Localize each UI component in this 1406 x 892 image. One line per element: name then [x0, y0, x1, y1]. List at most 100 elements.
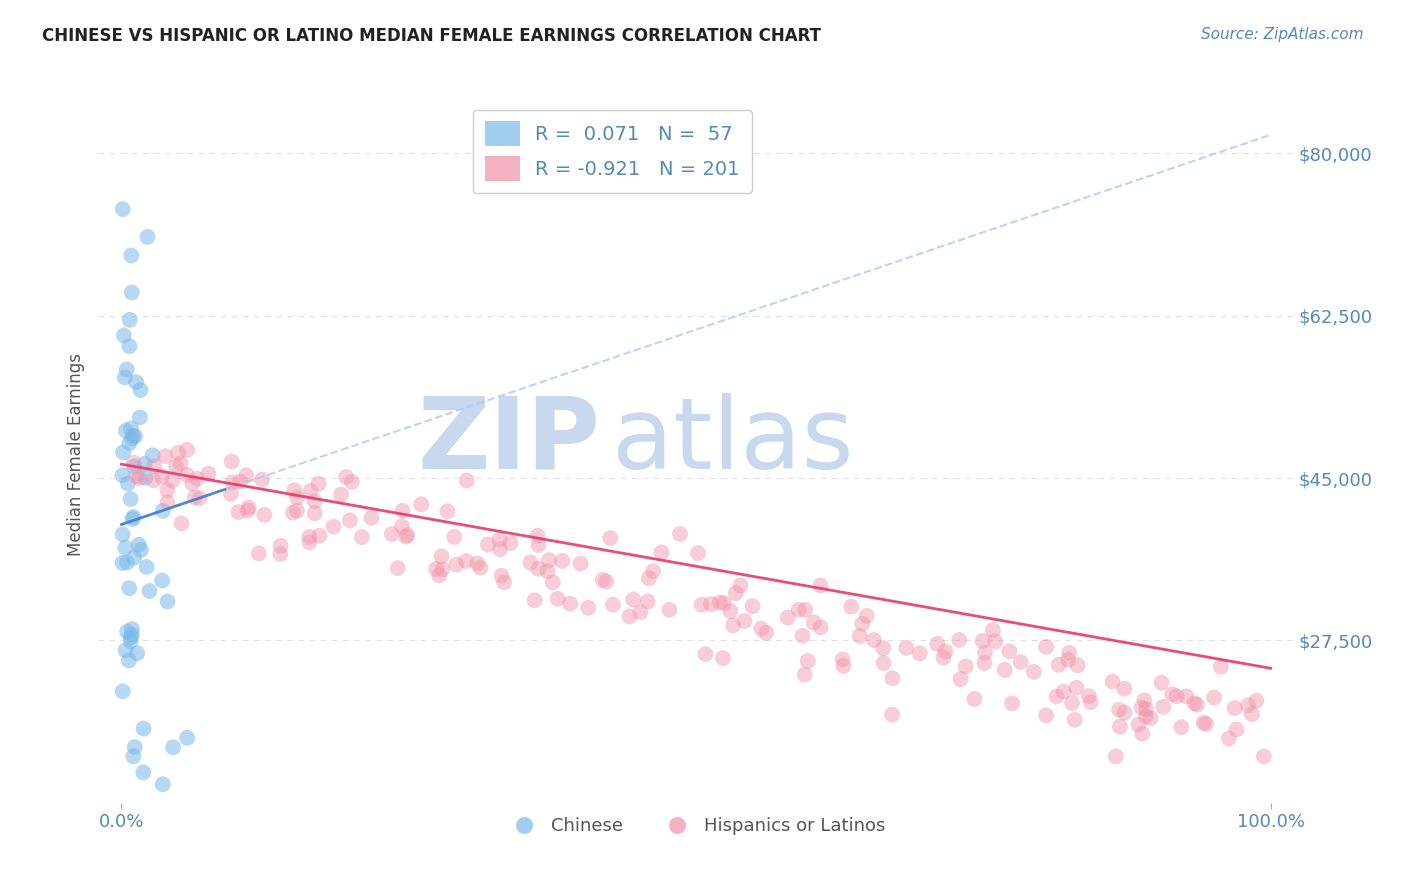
- Point: [602, 598, 624, 612]
- Point: [122, 510, 145, 524]
- Point: [118, 436, 141, 450]
- Point: [411, 497, 433, 511]
- Point: [120, 248, 142, 262]
- Point: [1218, 731, 1240, 746]
- Point: [298, 530, 321, 544]
- Point: [129, 383, 152, 397]
- Point: [981, 623, 1004, 637]
- Point: [1066, 658, 1088, 673]
- Point: [229, 475, 252, 489]
- Point: [181, 476, 204, 491]
- Point: [1202, 690, 1225, 705]
- Point: [115, 362, 138, 376]
- Point: [551, 554, 574, 568]
- Point: [955, 659, 977, 673]
- Point: [121, 622, 143, 636]
- Point: [793, 667, 815, 681]
- Point: [1130, 700, 1153, 714]
- Point: [128, 471, 150, 485]
- Point: [1001, 697, 1024, 711]
- Point: [1080, 695, 1102, 709]
- Point: [477, 538, 499, 552]
- Point: [1130, 726, 1153, 740]
- Point: [810, 620, 832, 634]
- Point: [129, 543, 152, 558]
- Point: [124, 740, 146, 755]
- Point: [138, 584, 160, 599]
- Point: [120, 421, 142, 435]
- Point: [253, 508, 276, 522]
- Point: [686, 546, 709, 560]
- Text: Source: ZipAtlas.com: Source: ZipAtlas.com: [1201, 27, 1364, 42]
- Point: [1114, 681, 1136, 696]
- Point: [1062, 696, 1084, 710]
- Point: [658, 603, 681, 617]
- Point: [1133, 693, 1156, 707]
- Point: [733, 614, 755, 628]
- Point: [308, 529, 330, 543]
- Point: [832, 659, 855, 673]
- Point: [456, 474, 478, 488]
- Point: [170, 516, 193, 531]
- Point: [934, 644, 956, 658]
- Point: [1045, 690, 1067, 704]
- Point: [136, 230, 159, 244]
- Point: [124, 429, 146, 443]
- Point: [851, 616, 873, 631]
- Point: [494, 575, 516, 590]
- Point: [335, 470, 357, 484]
- Point: [1175, 690, 1198, 704]
- Point: [547, 591, 569, 606]
- Point: [489, 542, 512, 557]
- Point: [350, 530, 373, 544]
- Point: [111, 468, 134, 483]
- Point: [184, 491, 207, 505]
- Point: [219, 487, 242, 501]
- Point: [120, 634, 142, 648]
- Text: ZIP: ZIP: [418, 392, 600, 490]
- Point: [560, 597, 582, 611]
- Point: [718, 604, 741, 618]
- Point: [974, 646, 997, 660]
- Point: [152, 777, 174, 791]
- Point: [143, 459, 166, 474]
- Point: [250, 473, 273, 487]
- Text: CHINESE VS HISPANIC OR LATINO MEDIAN FEMALE EARNINGS CORRELATION CHART: CHINESE VS HISPANIC OR LATINO MEDIAN FEM…: [42, 27, 821, 45]
- Point: [285, 503, 308, 517]
- Point: [998, 644, 1021, 658]
- Point: [776, 610, 799, 624]
- Point: [1057, 653, 1080, 667]
- Point: [150, 469, 173, 483]
- Point: [381, 527, 404, 541]
- Point: [1035, 708, 1057, 723]
- Point: [803, 615, 825, 630]
- Point: [1223, 701, 1246, 715]
- Point: [176, 442, 198, 457]
- Point: [650, 545, 672, 559]
- Point: [621, 592, 644, 607]
- Point: [896, 640, 918, 655]
- Point: [536, 564, 558, 578]
- Point: [1166, 690, 1188, 704]
- Point: [152, 504, 174, 518]
- Point: [541, 575, 564, 590]
- Point: [1063, 713, 1085, 727]
- Point: [690, 598, 713, 612]
- Point: [523, 593, 546, 607]
- Point: [387, 561, 409, 575]
- Point: [169, 456, 191, 470]
- Point: [1022, 665, 1045, 679]
- Point: [304, 506, 326, 520]
- Point: [134, 471, 156, 485]
- Point: [121, 512, 143, 526]
- Point: [339, 513, 361, 527]
- Point: [1010, 655, 1032, 669]
- Point: [165, 459, 187, 474]
- Point: [872, 656, 894, 670]
- Point: [839, 599, 862, 614]
- Point: [114, 643, 136, 657]
- Point: [118, 581, 141, 595]
- Point: [1135, 702, 1157, 716]
- Point: [499, 536, 522, 550]
- Point: [132, 722, 155, 736]
